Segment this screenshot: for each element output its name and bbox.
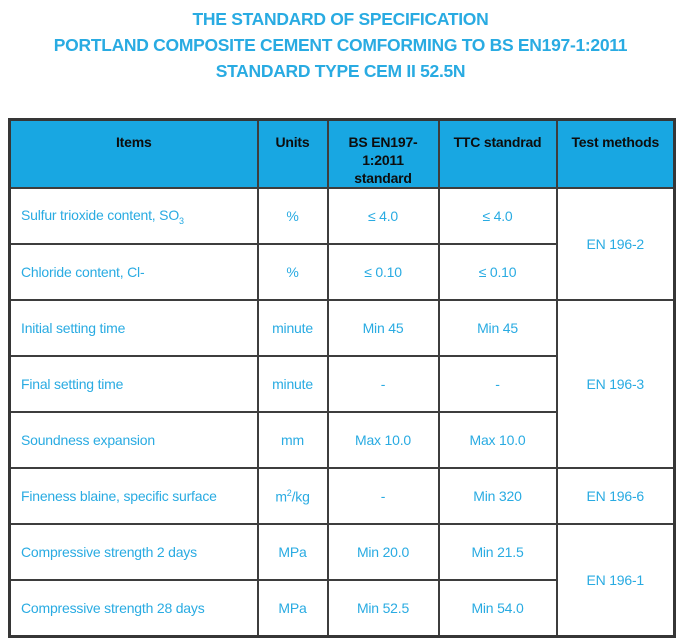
title-line-3: STANDARD TYPE CEM II 52.5N [215,61,466,81]
table-row-soundness: Soundness expansion mm Max 10.0 Max 10.0 [8,411,675,469]
title-line-1: THE STANDARD OF SPECIFICATION [192,9,489,29]
cell-test-method: EN 196-1 [555,523,676,637]
table-row-initial-setting: Initial setting time minute Min 45 Min 4… [8,299,676,469]
cell-bs-value: ≤ 4.0 [326,187,440,245]
cell-unit: MPa [256,523,329,581]
table-row-final-setting: Final setting time minute - - [8,355,675,413]
cell-item: Compressive strength 2 days [8,523,259,581]
specification-table: Items Units BS EN197-1:2011 standard TTC… [8,118,676,638]
cell-test-method: EN 196-6 [555,467,676,525]
cell-ttc-value: ≤ 4.0 [437,187,558,245]
cell-bs-value: Min 20.0 [326,523,440,581]
cell-test-method: EN 196-2 [555,187,676,301]
cell-unit: minute [256,299,329,357]
cell-ttc-value: Min 54.0 [437,579,558,637]
item-text: Sulfur trioxide content, SO [21,206,180,223]
col-header-ttc-standard: TTC standrad [437,118,558,189]
col-header-items: Items [8,118,259,189]
cell-item: Sulfur trioxide content, SO3 [8,187,259,245]
col-header-test-methods: Test methods [555,118,676,189]
table-row-sulfur-trioxide: Sulfur trioxide content, SO3 % ≤ 4.0 ≤ 4… [8,187,676,301]
cell-unit: minute [256,355,329,413]
cell-unit: MPa [256,579,329,637]
unit-text: /kg [291,488,310,505]
cell-bs-value: - [326,355,440,413]
col-header-units: Units [256,118,329,189]
cell-unit: mm [256,411,329,469]
cell-bs-value: Max 10.0 [326,411,440,469]
cell-ttc-value: Min 21.5 [437,523,558,581]
cell-test-method: EN 196-3 [555,299,676,469]
unit-text: m [275,488,287,505]
cell-item: Compressive strength 28 days [8,579,259,637]
cell-unit: m2/kg [256,467,329,525]
unit-superscript: 2 [286,487,292,498]
cell-bs-value: - [326,467,440,525]
page-title: THE STANDARD OF SPECIFICATION PORTLAND C… [0,6,681,84]
cell-item: Initial setting time [8,299,259,357]
table-row-compressive-2days: Compressive strength 2 days MPa Min 20.0… [8,523,676,637]
cell-item: Chloride content, Cl- [8,243,259,301]
item-subscript: 3 [179,215,184,226]
table-row-fineness: Fineness blaine, specific surface m2/kg … [8,467,676,525]
col-header-bs-standard: BS EN197-1:2011 standard [326,118,440,189]
cell-item: Fineness blaine, specific surface [8,467,259,525]
cell-bs-value: Min 45 [326,299,440,357]
cell-item: Soundness expansion [8,411,259,469]
cell-ttc-value: Min 45 [437,299,558,357]
cell-ttc-value: Max 10.0 [437,411,558,469]
cell-unit: % [256,187,329,245]
title-line-2: PORTLAND COMPOSITE CEMENT COMFORMING TO … [53,35,628,55]
table-row-compressive-28days: Compressive strength 28 days MPa Min 52.… [8,579,675,637]
cell-ttc-value: Min 320 [437,467,558,525]
cell-bs-value: Min 52.5 [326,579,440,637]
table-header-row: Items Units BS EN197-1:2011 standard TTC… [8,118,676,189]
cell-bs-value: ≤ 0.10 [326,243,440,301]
cell-ttc-value: - [437,355,558,413]
table-row-chloride: Chloride content, Cl- % ≤ 0.10 ≤ 0.10 [8,243,675,301]
cell-ttc-value: ≤ 0.10 [437,243,558,301]
cell-item: Final setting time [8,355,259,413]
cell-unit: % [256,243,329,301]
